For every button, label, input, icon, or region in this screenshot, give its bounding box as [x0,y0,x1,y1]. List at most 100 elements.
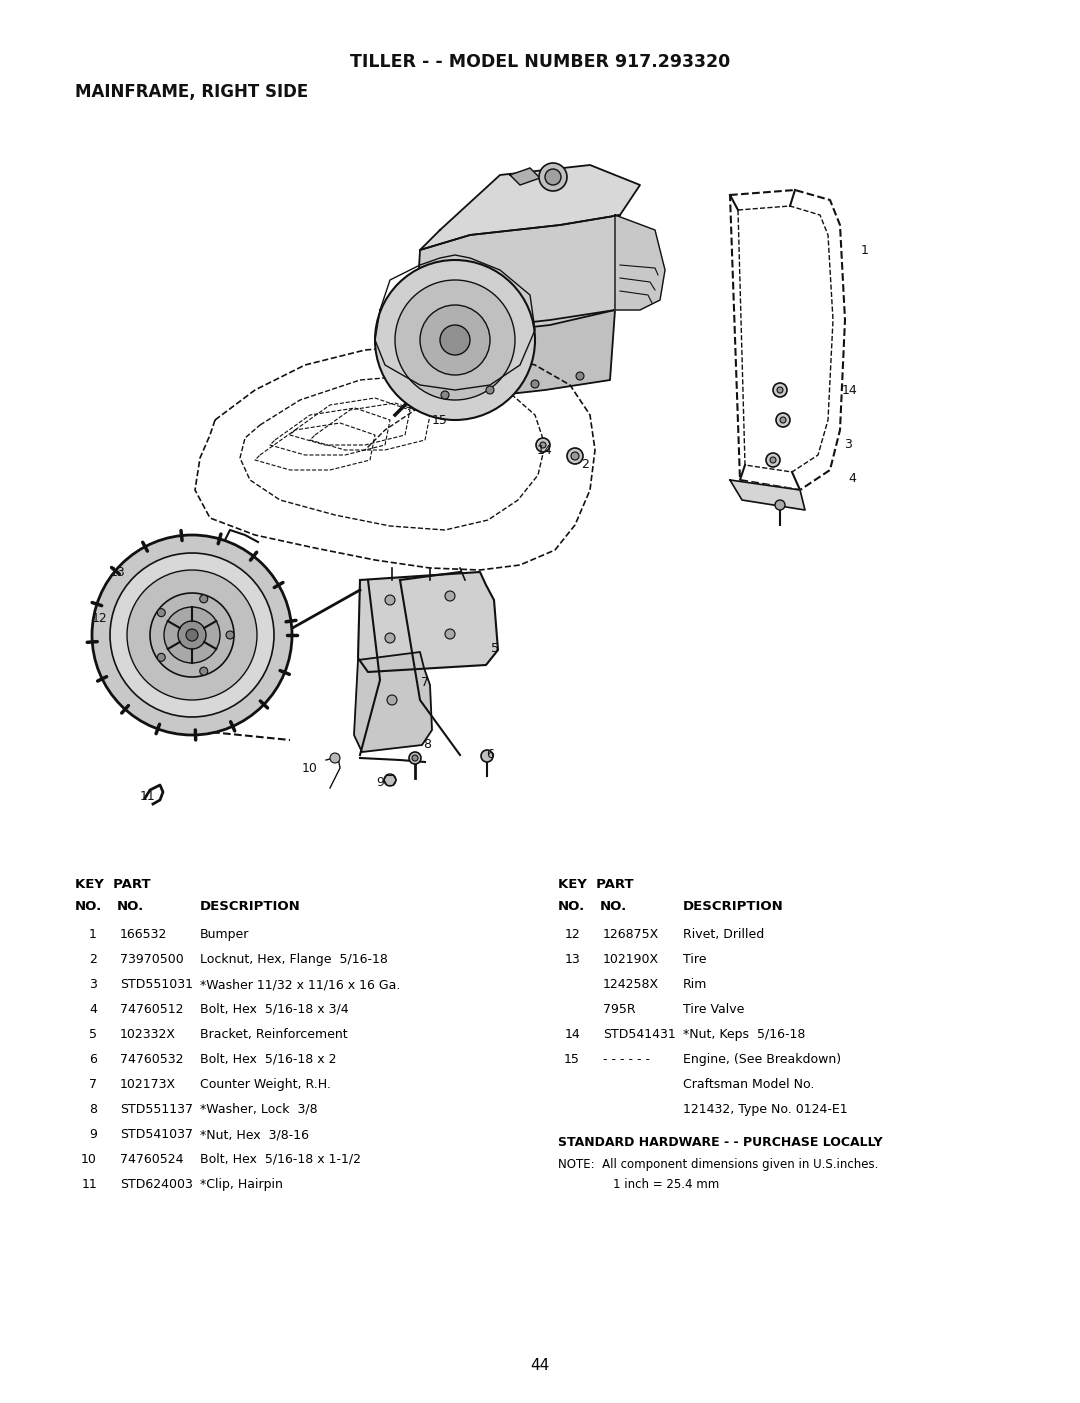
Text: DESCRIPTION: DESCRIPTION [683,899,784,913]
Text: DESCRIPTION: DESCRIPTION [200,899,300,913]
Text: 9: 9 [90,1128,97,1141]
Circle shape [571,452,579,460]
Text: 6: 6 [486,748,494,760]
Circle shape [226,631,234,638]
Text: Tire: Tire [683,953,706,967]
Polygon shape [354,652,432,752]
Text: TILLER - - MODEL NUMBER 917.293320: TILLER - - MODEL NUMBER 917.293320 [350,53,730,72]
Text: STD551137: STD551137 [120,1103,193,1115]
Text: 74760524: 74760524 [120,1153,184,1166]
Text: *Washer 11/32 x 11/16 x 16 Ga.: *Washer 11/32 x 11/16 x 16 Ga. [200,978,401,991]
Polygon shape [357,572,498,672]
Circle shape [567,448,583,464]
Circle shape [384,633,395,643]
Text: 12: 12 [564,927,580,941]
Text: 5: 5 [491,641,499,655]
Text: STANDARD HARDWARE - - PURCHASE LOCALLY: STANDARD HARDWARE - - PURCHASE LOCALLY [558,1136,882,1149]
Text: Bumper: Bumper [200,927,249,941]
Text: Locknut, Hex, Flange  5/16-18: Locknut, Hex, Flange 5/16-18 [200,953,388,967]
Circle shape [375,260,535,419]
Text: 5: 5 [89,1028,97,1041]
Text: NO.: NO. [600,899,627,913]
Text: 102173X: 102173X [120,1078,176,1092]
Circle shape [445,591,455,600]
Text: 44: 44 [530,1358,550,1374]
Text: 121432, Type No. 0124-E1: 121432, Type No. 0124-E1 [683,1103,848,1115]
Text: STD551031: STD551031 [120,978,193,991]
Circle shape [539,163,567,191]
Text: 4: 4 [90,1003,97,1016]
Text: *Nut, Keps  5/16-18: *Nut, Keps 5/16-18 [683,1028,806,1041]
Circle shape [441,391,449,398]
Text: 14: 14 [564,1028,580,1041]
Text: 1 inch = 25.4 mm: 1 inch = 25.4 mm [613,1179,719,1191]
Text: NO.: NO. [117,899,145,913]
Text: 9: 9 [376,776,383,790]
Circle shape [770,457,777,463]
Circle shape [481,751,492,762]
Circle shape [440,325,470,355]
Text: KEY  PART: KEY PART [558,878,634,891]
Text: 11: 11 [140,790,156,804]
Text: Tire Valve: Tire Valve [683,1003,744,1016]
Text: Bolt, Hex  5/16-18 x 2: Bolt, Hex 5/16-18 x 2 [200,1054,337,1066]
Text: 74760512: 74760512 [120,1003,184,1016]
Text: 3: 3 [845,439,852,452]
Circle shape [110,553,274,717]
Circle shape [536,438,550,452]
Circle shape [486,386,494,394]
Text: STD541037: STD541037 [120,1128,193,1141]
Circle shape [411,755,418,760]
Text: 1: 1 [90,927,97,941]
Text: Bracket, Reinforcement: Bracket, Reinforcement [200,1028,348,1041]
Polygon shape [410,310,615,408]
Circle shape [420,304,490,375]
Circle shape [576,372,584,380]
Text: 4: 4 [848,471,856,484]
Text: 166532: 166532 [120,927,167,941]
Text: *Washer, Lock  3/8: *Washer, Lock 3/8 [200,1103,318,1115]
Text: 73970500: 73970500 [120,953,184,967]
Text: 12: 12 [92,612,108,624]
Text: NO.: NO. [75,899,103,913]
Text: 3: 3 [90,978,97,991]
Text: 11: 11 [81,1179,97,1191]
Text: *Nut, Hex  3/8-16: *Nut, Hex 3/8-16 [200,1128,309,1141]
Circle shape [445,629,455,638]
Text: 7: 7 [421,675,429,689]
Text: Rim: Rim [683,978,707,991]
Text: 126875X: 126875X [603,927,659,941]
Text: Bolt, Hex  5/16-18 x 1-1/2: Bolt, Hex 5/16-18 x 1-1/2 [200,1153,361,1166]
Circle shape [395,281,515,400]
Circle shape [178,622,206,650]
Text: *Clip, Hairpin: *Clip, Hairpin [200,1179,283,1191]
Circle shape [531,380,539,389]
Circle shape [540,442,546,448]
Text: KEY  PART: KEY PART [75,878,150,891]
Text: 74760532: 74760532 [120,1054,184,1066]
Circle shape [158,654,165,661]
Circle shape [775,499,785,511]
Text: 2: 2 [90,953,97,967]
Text: 8: 8 [423,738,431,752]
Circle shape [780,417,786,422]
Text: 102332X: 102332X [120,1028,176,1041]
Polygon shape [615,215,665,310]
Circle shape [409,752,421,765]
Text: 102190X: 102190X [603,953,659,967]
Polygon shape [415,215,620,340]
Polygon shape [510,168,540,185]
Text: Engine, (See Breakdown): Engine, (See Breakdown) [683,1054,841,1066]
Text: Craftsman Model No.: Craftsman Model No. [683,1078,814,1092]
Text: Counter Weight, R.H.: Counter Weight, R.H. [200,1078,330,1092]
Text: 14: 14 [537,443,553,456]
Circle shape [150,593,234,678]
Circle shape [387,694,397,704]
Circle shape [777,387,783,393]
Text: - - - - - -: - - - - - - [603,1054,650,1066]
Text: 10: 10 [302,762,318,774]
Text: Rivet, Drilled: Rivet, Drilled [683,927,765,941]
Polygon shape [420,166,640,250]
Text: 15: 15 [564,1054,580,1066]
Circle shape [158,609,165,617]
